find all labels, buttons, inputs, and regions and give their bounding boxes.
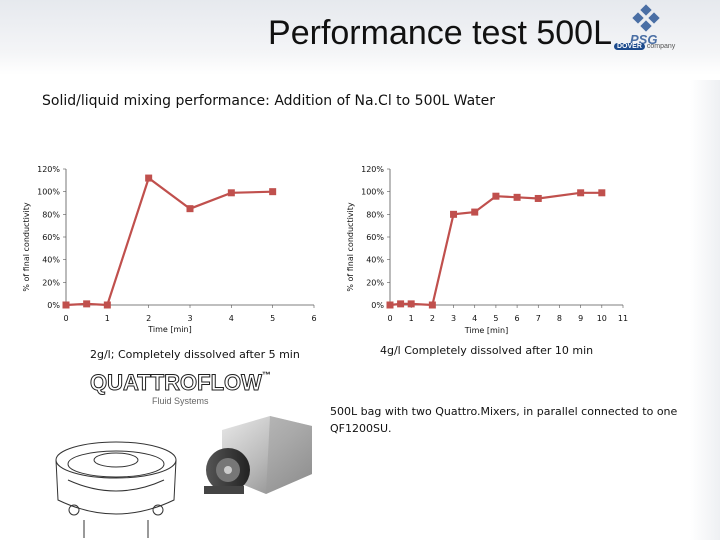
quattroflow-logo: QUATTROFLOW™ Fluid Systems [90, 370, 271, 410]
chart2-data-point [492, 192, 500, 200]
chart2-x-tick-label: 6 [515, 314, 520, 323]
chart1-y-tick-label: 80% [42, 210, 60, 219]
page-title: Performance test 500L [268, 14, 612, 52]
chart2-y-tick-label: 20% [366, 278, 384, 287]
chart2-x-tick-label: 1 [409, 314, 414, 323]
chart2-data-point [471, 208, 479, 216]
chart2-data-point [598, 189, 606, 197]
chart1-caption: 2g/l; Completely dissolved after 5 min [90, 348, 300, 361]
chart2-y-tick-label: 120% [361, 165, 384, 174]
chart1-x-tick-label: 1 [105, 314, 110, 323]
chart1-data-point [145, 174, 153, 182]
quattroflow-sub: Fluid Systems [152, 396, 209, 406]
chart2-data-point [513, 193, 521, 201]
chart1-x-tick-label: 5 [270, 314, 275, 323]
chart2-y-axis-title: % of final conductivity [346, 202, 355, 292]
chart2-caption: 4g/l Completely dissolved after 10 min [380, 344, 594, 357]
chart2-x-tick-label: 4 [472, 314, 477, 323]
chart1-y-tick-label: 60% [42, 233, 60, 242]
chart2-x-tick-label: 3 [451, 314, 456, 323]
chart1-y-tick-label: 120% [37, 165, 60, 174]
header-band [0, 0, 720, 75]
quattroflow-wordmark: QUATTROFLOW™ [90, 370, 271, 396]
chart1-y-tick-label: 20% [42, 278, 60, 287]
chart1-data-point [269, 188, 277, 196]
pump-photo-icon [204, 416, 312, 494]
chart2-x-tick-label: 11 [618, 314, 628, 323]
setup-note: 500L bag with two Quattro.Mixers, in par… [330, 405, 678, 435]
chart2-x-tick-label: 2 [430, 314, 435, 323]
chart2-data-point [397, 300, 405, 308]
chart2-x-tick-label: 0 [387, 314, 392, 323]
chart1-data-point [227, 189, 235, 197]
chart2-x-tick-label: 10 [597, 314, 607, 323]
chart1-data-point [103, 301, 111, 309]
chart1-data-point [186, 205, 194, 213]
mixer-drawing-icon [55, 441, 177, 538]
chart2-data-point [386, 301, 394, 309]
chart2-series-line [389, 191, 602, 307]
chart2-y-tick-label: 80% [366, 210, 384, 219]
logo-company-text: DOVER company [614, 43, 675, 50]
chart1-data-point [83, 300, 91, 308]
chart1-data-point [62, 301, 70, 309]
chart1-x-tick-label: 0 [63, 314, 68, 323]
chart2-x-tick-label: 8 [557, 314, 562, 323]
slide-subtitle: Solid/liquid mixing performance: Additio… [42, 93, 496, 109]
chart1-x-tick-label: 4 [229, 314, 234, 323]
chart1-x-tick-label: 2 [146, 314, 151, 323]
chart1-x-tick-label: 3 [187, 314, 192, 323]
chart1-series-line [65, 176, 273, 307]
chart1-y-axis-title: % of final conductivity [22, 202, 31, 292]
chart1-x-axis-title: Time [min] [147, 325, 191, 334]
chart2-data-point [407, 300, 415, 308]
chart1-y-tick-label: 0% [47, 301, 60, 310]
chart2-data-point [450, 210, 458, 218]
chart2-x-tick-label: 5 [493, 314, 498, 323]
chart2-data-point [577, 189, 585, 197]
chart2-data-point [428, 301, 436, 309]
chart1-y-tick-label: 40% [42, 256, 60, 265]
chart2-y-tick-label: 60% [366, 233, 384, 242]
chart2-x-tick-label: 9 [578, 314, 583, 323]
chart2-y-tick-label: 40% [366, 256, 384, 265]
chart2-y-tick-label: 0% [371, 301, 384, 310]
chart2-data-point [534, 194, 542, 202]
dover-badge: DOVER [614, 43, 645, 50]
chart1-x-tick-label: 6 [311, 314, 316, 323]
chart2-x-tick-label: 7 [536, 314, 541, 323]
chart2-y-tick-label: 100% [361, 188, 384, 197]
chart1-y-tick-label: 100% [37, 188, 60, 197]
chart2-x-axis-title: Time [min] [464, 326, 508, 335]
decorative-band [690, 80, 720, 540]
